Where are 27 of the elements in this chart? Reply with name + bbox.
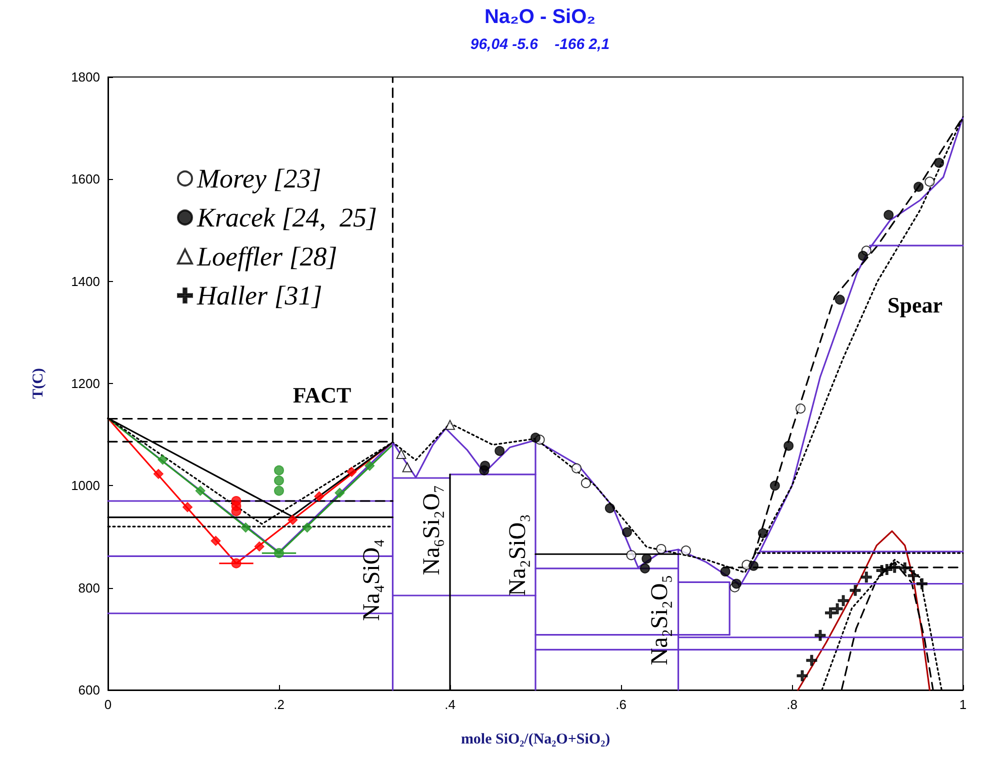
legend-label: Haller [31] <box>196 280 322 310</box>
y-tick-label: 1800 <box>71 70 100 84</box>
annotation: FACT <box>292 382 352 408</box>
x-axis-title: mole SiO₂/(Na₂O+SiO₂) <box>460 732 610 748</box>
y-tick-label: 1600 <box>71 172 100 187</box>
x-tick-label: .8 <box>786 697 798 712</box>
y-tick-label: 600 <box>78 682 100 698</box>
x-tick-label: .6 <box>616 697 626 712</box>
annotation: Na₂Si₂O₅ <box>647 574 673 666</box>
x-tick-label: .4 <box>444 697 456 712</box>
chart-subtitle: 96,04 -5.6 -166 2,1 <box>470 36 610 53</box>
x-tick-label: .2 <box>274 697 284 712</box>
x-tick-label: 1 <box>959 697 967 712</box>
y-tick-label: 1400 <box>71 274 100 289</box>
annotation: Na₆Si₂O₇ <box>419 484 445 576</box>
legend-label: Loeffler [28] <box>196 242 338 272</box>
annotation: Spear <box>888 292 943 318</box>
y-axis-title: T(C) <box>30 368 46 399</box>
y-tick-label: 1200 <box>71 376 100 391</box>
x-tick-label: 0 <box>104 697 112 712</box>
legend-label: Morey [23] <box>196 164 322 194</box>
y-tick-label: 1000 <box>71 478 100 494</box>
annotation: Na₂SiO₃ <box>505 514 531 596</box>
annotation: Na₄SiO₄ <box>359 538 385 622</box>
chart-title: Na₂O - SiO₂ <box>484 6 596 28</box>
legend-label: Kracek [24, 25] <box>196 202 377 232</box>
y-tick-label: 800 <box>78 580 100 596</box>
